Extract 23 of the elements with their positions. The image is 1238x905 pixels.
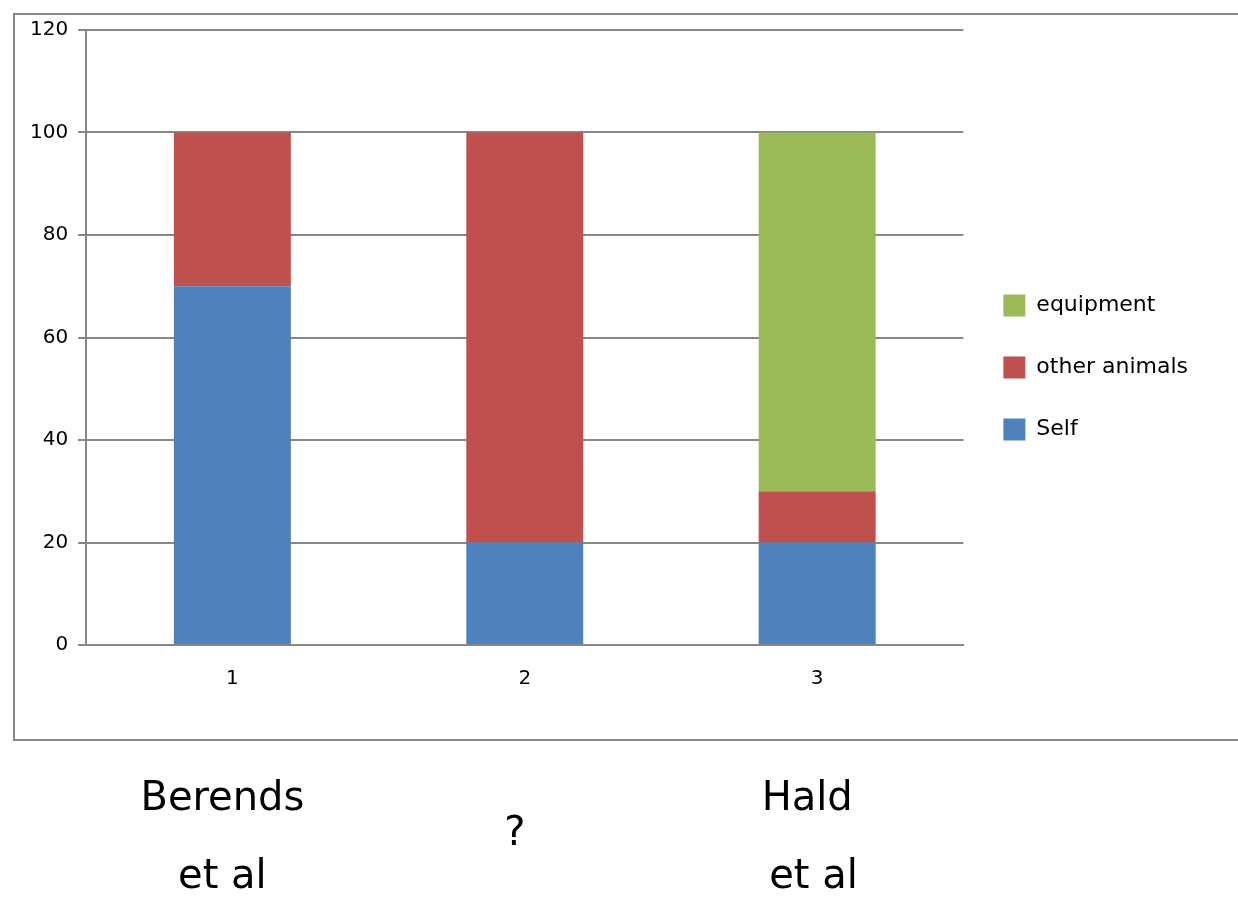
y-tick-label: 0 bbox=[55, 631, 69, 656]
y-tick-label: 60 bbox=[42, 323, 69, 348]
y-tick-label: 100 bbox=[29, 118, 69, 143]
bar bbox=[758, 542, 876, 644]
y-tick-label: 120 bbox=[29, 16, 69, 41]
y-tick-label: 20 bbox=[42, 528, 69, 553]
legend-label: other animals bbox=[1036, 353, 1189, 379]
x-tick-label: 1 bbox=[226, 665, 239, 690]
legend-label: Self bbox=[1036, 415, 1079, 441]
bar bbox=[758, 132, 876, 492]
bar bbox=[173, 132, 291, 287]
y-tick-label: 40 bbox=[42, 426, 69, 451]
bar bbox=[758, 491, 876, 543]
bar bbox=[466, 132, 584, 543]
text: Berends et al bbox=[140, 773, 305, 897]
legend-label: equipment bbox=[1036, 291, 1156, 317]
bar bbox=[466, 542, 584, 644]
x-tick-label: 2 bbox=[518, 665, 532, 690]
y-tick-label: 80 bbox=[42, 221, 69, 246]
text: Hald et al bbox=[756, 773, 858, 897]
x-tick-label: 3 bbox=[810, 665, 824, 690]
text: ? bbox=[504, 808, 526, 854]
bar bbox=[173, 286, 291, 644]
